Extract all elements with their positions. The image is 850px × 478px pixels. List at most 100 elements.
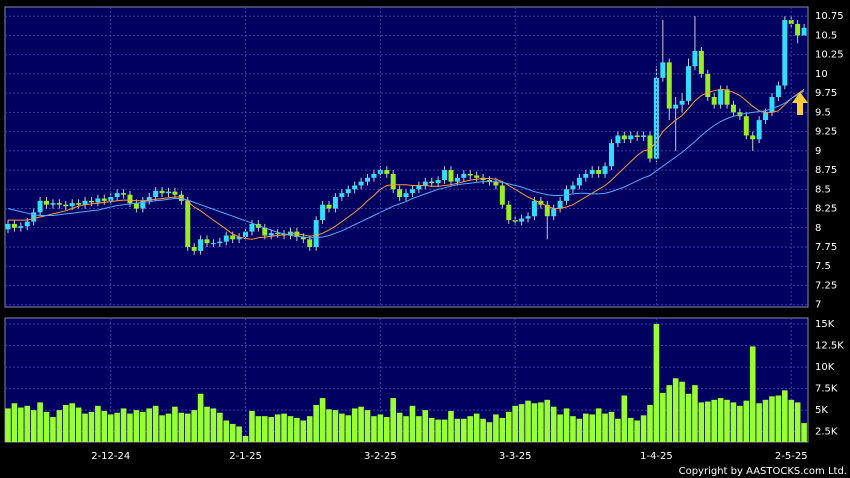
x-tick-label: 1-4-25 [640,451,673,462]
candle-body [487,180,492,182]
candle-body [673,104,679,109]
y-tick-label: 9.25 [815,127,837,138]
candle-body [210,243,216,245]
candle-body [332,197,338,209]
volume-bar [563,408,570,442]
volume-bar [249,411,255,442]
volume-bar [223,420,230,442]
candle-body [641,135,647,137]
candle-body [275,233,281,235]
volume-bar [88,411,95,442]
y-tick-label: 7.75 [815,242,837,253]
candle-body [647,135,653,159]
candle-body [300,237,306,240]
volume-bar [236,426,242,442]
candle-body [204,239,210,244]
y-tick-label: 8.75 [815,165,837,176]
volume-bar [101,411,108,442]
candle-body [101,198,107,201]
volume-bar [480,418,486,442]
y-tick-label: 8.25 [815,204,837,215]
volume-bar [467,416,474,442]
candle-body [775,85,781,97]
candle-body [628,135,634,140]
y-tick-label: 12.5K [815,341,844,352]
volume-bar [313,404,319,442]
volume-bar [448,411,454,442]
volume-bar [557,414,563,442]
y-tick-label: 7 [815,300,821,311]
y-tick-label: 10 [815,69,828,80]
volume-bar [197,393,204,442]
candle-body [313,220,319,247]
x-tick-label: 2-5-25 [775,451,808,462]
candle-body [236,237,242,240]
volume-bar [133,410,140,442]
volume-bar [435,419,441,442]
volume-bar [416,416,422,442]
volume-bar [127,413,133,442]
volume-bar [505,411,512,442]
candle-body [602,166,608,174]
volume-bar [217,412,223,442]
candle-body [44,200,50,205]
candle-body [442,170,448,181]
candle-body [422,181,428,186]
candle-body [185,200,191,247]
y-tick-label: 9.5 [815,107,831,118]
volume-bar [544,399,551,442]
volume-bar [672,378,679,442]
candle-body [358,181,364,186]
candle-body [230,235,236,240]
candle-body [730,104,736,113]
candle-body [82,200,88,205]
candle-body [56,203,62,205]
x-tick-label: 3-3-25 [499,451,532,462]
volume-bar [120,408,127,442]
volume-bar [18,407,24,442]
volume-bar [762,399,769,442]
volume-bar [576,418,583,442]
y-tick-label: 2.5K [815,427,838,438]
candle-body [409,189,415,194]
candle-body [108,197,114,201]
volume-bar [647,404,653,442]
y-tick-label: 15K [815,319,835,330]
y-tick-label: 10K [815,362,835,373]
volume-bar [377,414,384,442]
candle-body [345,189,351,194]
moving-average-line [8,88,805,240]
candle-body [557,200,563,209]
volume-bar [499,417,506,442]
candle-body [531,200,537,217]
volume-bar [621,395,628,442]
volume-bar [152,405,159,442]
volume-bar [538,402,544,442]
candle-body [307,239,313,247]
volume-bar [756,403,762,442]
volume-bar [403,416,409,442]
volume-bar [114,412,120,442]
volume-bar [383,417,390,442]
candle-body [352,185,358,190]
volume-bar [660,392,666,442]
candle-body [69,203,75,207]
candle-body [320,204,326,221]
candle-body [788,20,794,24]
candle-body [698,50,704,74]
candle-body [801,27,807,36]
volume-bar [11,403,18,442]
candle-body [249,223,255,232]
candle-body [223,235,229,242]
candle-body [692,50,698,67]
candle-body [589,170,595,174]
y-tick-label: 10.75 [815,11,844,22]
candle-body [499,185,505,205]
volume-bar [300,420,307,442]
candle-body [63,204,69,207]
volume-bar [140,411,146,442]
candle-body [121,193,127,195]
candle-body [217,241,223,244]
y-tick-label: 7.25 [815,280,837,291]
